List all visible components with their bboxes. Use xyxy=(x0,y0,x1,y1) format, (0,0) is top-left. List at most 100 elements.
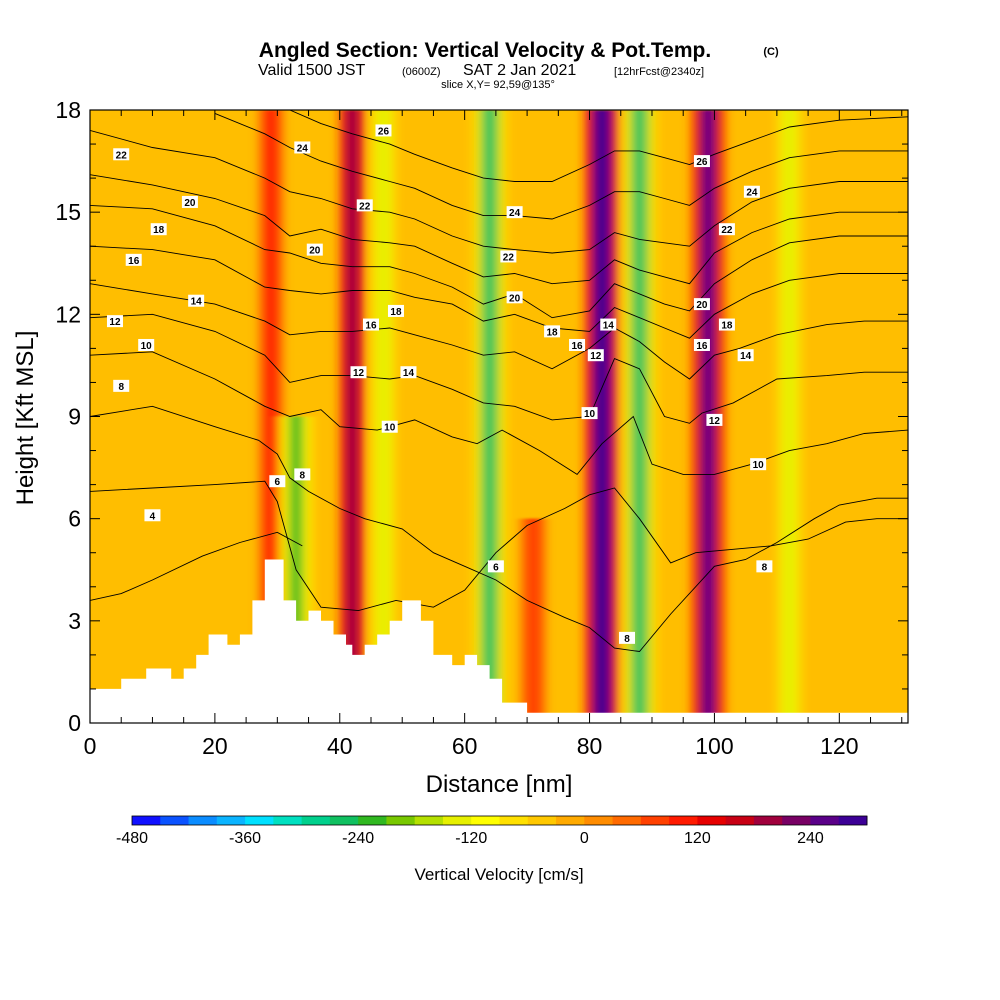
contour-label-box xyxy=(387,304,404,317)
contour-label-box xyxy=(294,141,311,154)
y-tick-label: 18 xyxy=(55,97,81,123)
contour-label-box xyxy=(350,366,367,379)
contour-label: 20 xyxy=(509,293,521,304)
contour-label: 16 xyxy=(365,321,377,332)
x-axis-title: Distance [nm] xyxy=(426,771,573,798)
contour-label: 26 xyxy=(378,126,390,137)
colorbar-swatch xyxy=(301,816,331,825)
contour-label: 10 xyxy=(753,460,765,471)
contour-label-box xyxy=(113,379,130,392)
velocity-band xyxy=(345,110,360,723)
colorbar-tick-label: 240 xyxy=(797,830,824,847)
contour-label: 14 xyxy=(191,297,203,308)
contour-label: 8 xyxy=(624,634,630,645)
theta-contour-line xyxy=(90,313,908,424)
contour-label: 26 xyxy=(696,157,708,168)
contour-label-box xyxy=(181,195,198,208)
colorbar-swatch xyxy=(782,816,811,825)
contour-label-box xyxy=(587,349,604,362)
contour-label-box xyxy=(506,291,523,304)
velocity-band xyxy=(483,110,496,723)
colorbar-tick-label: -120 xyxy=(455,830,487,847)
contour-label-box xyxy=(150,223,167,236)
contour-label: 6 xyxy=(275,477,281,488)
colorbar-title: Vertical Velocity [cm/s] xyxy=(414,865,583,884)
contour-label-box xyxy=(544,325,561,338)
x-axis-ticks: 0 20 40 60 80 100 120 xyxy=(84,110,903,759)
colorbar-tick-label: -360 xyxy=(229,830,261,847)
colorbar-swatch xyxy=(612,816,642,825)
valid-time-line: Valid 1500 JST (0600Z) SAT 2 Jan 2021 [1… xyxy=(258,62,704,79)
contour-label-box xyxy=(188,294,205,307)
contour-label: 18 xyxy=(547,327,559,338)
copyright-mark: (C) xyxy=(763,46,779,58)
contour-label: 20 xyxy=(309,246,321,257)
theta-contour-line xyxy=(90,129,908,254)
contour-label: 12 xyxy=(590,351,602,362)
colorbar-swatch xyxy=(329,816,359,825)
colorbar-swatch xyxy=(386,816,416,825)
colorbar-swatch xyxy=(216,816,246,825)
x-tick-label: 100 xyxy=(695,733,733,759)
slice-info: slice X,Y= 92,59@135° xyxy=(441,79,555,91)
colorbar-swatch xyxy=(669,816,698,825)
contour-label: 24 xyxy=(297,143,309,154)
contour-label-box xyxy=(737,349,754,362)
contour-label-box xyxy=(693,298,710,311)
contour-label-box xyxy=(381,420,398,433)
contour-label: 4 xyxy=(150,511,156,522)
colorbar-swatch xyxy=(810,816,840,825)
contour-label: 22 xyxy=(721,225,733,236)
colorbar-swatch xyxy=(188,816,218,825)
contour-label-box xyxy=(693,155,710,168)
contour-label: 18 xyxy=(153,225,165,236)
colorbar-tick-label: -480 xyxy=(116,830,148,847)
colorbar-swatch xyxy=(471,816,500,825)
theta-contours xyxy=(90,110,908,652)
contour-label: 10 xyxy=(141,341,153,352)
theta-contour-line xyxy=(90,283,908,380)
contour-label-box xyxy=(706,413,723,426)
colorbar-tick-label: 0 xyxy=(580,830,589,847)
colorbar-swatch xyxy=(753,816,783,825)
colorbar-tick-label: 120 xyxy=(684,830,711,847)
y-tick-label: 6 xyxy=(68,506,81,532)
contour-label: 8 xyxy=(762,562,768,573)
colorbar-swatch xyxy=(556,816,585,825)
contour-label: 16 xyxy=(571,341,583,352)
contour-label-box xyxy=(375,124,392,137)
colorbar-tick-label: -240 xyxy=(342,830,374,847)
contour-label-box xyxy=(356,199,373,212)
contour-label: 20 xyxy=(696,300,708,311)
colorbar-tick-labels: -480 -360 -240 -120 0 120 240 xyxy=(116,830,824,847)
theta-contour-line xyxy=(90,174,908,285)
contour-label: 18 xyxy=(721,321,733,332)
colorbar-swatch xyxy=(499,816,529,825)
chart-title: Angled Section: Vertical Velocity & Pot.… xyxy=(259,39,711,62)
contour-label-box xyxy=(569,338,586,351)
y-tick-label: 12 xyxy=(55,301,81,327)
y-tick-label: 0 xyxy=(68,710,81,736)
colorbar-swatch xyxy=(273,816,303,825)
contour-label-box xyxy=(743,185,760,198)
contour-label: 20 xyxy=(184,198,196,209)
colorbar-swatch xyxy=(640,816,670,825)
colorbar-swatch xyxy=(414,816,444,825)
x-tick-label: 120 xyxy=(820,733,858,759)
colorbar-swatch xyxy=(725,816,755,825)
x-tick-label: 80 xyxy=(577,733,603,759)
contour-label: 22 xyxy=(359,201,371,212)
theta-contour-line xyxy=(214,112,908,220)
contour-label-box xyxy=(144,509,161,522)
contour-label-box xyxy=(400,366,417,379)
contour-label-box xyxy=(718,223,735,236)
contour-label: 24 xyxy=(746,188,758,199)
contour-label-box xyxy=(294,468,311,481)
forecast-info-text: [12hrFcst@2340z] xyxy=(614,66,704,78)
contour-label: 10 xyxy=(584,409,596,420)
colorbar-swatch xyxy=(245,816,274,825)
colorbar-swatch xyxy=(160,816,190,825)
theta-contour-line xyxy=(90,531,303,601)
contour-label-box xyxy=(693,338,710,351)
colorbar-swatch xyxy=(442,816,472,825)
